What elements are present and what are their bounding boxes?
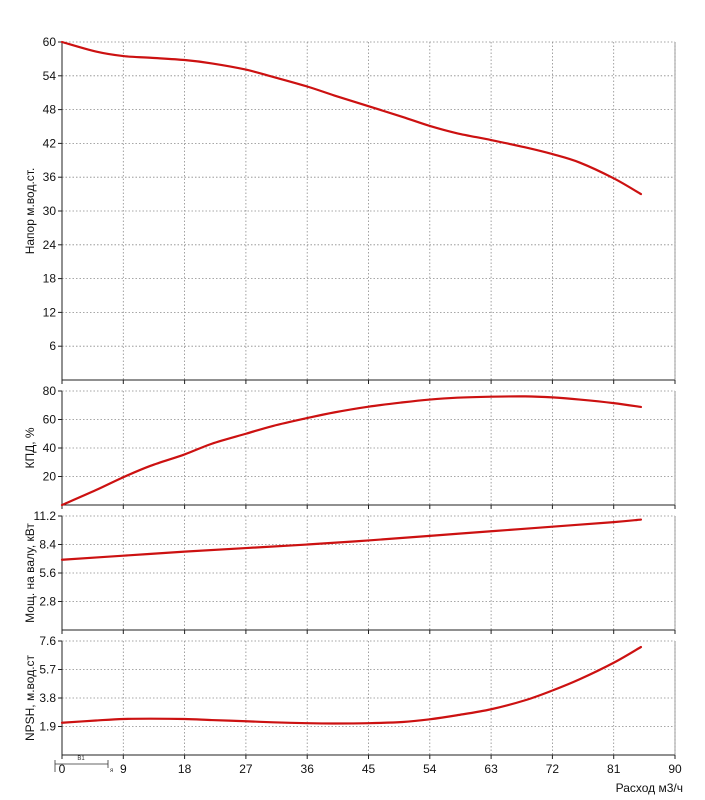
series-line-npsh bbox=[60, 645, 643, 725]
y-tick-label: 60 bbox=[43, 35, 57, 49]
x-tick-label: 90 bbox=[668, 762, 682, 776]
y-tick-label: 80 bbox=[43, 384, 57, 398]
panel-efficiency: 20 40 60 80 КПД, % bbox=[23, 384, 676, 509]
y-tick-label: 40 bbox=[43, 441, 57, 455]
x-tick-label: 45 bbox=[362, 762, 376, 776]
y-tick-label: 1.9 bbox=[39, 720, 56, 734]
y-tick-label: 18 bbox=[43, 272, 57, 286]
y-tick-label: 5.7 bbox=[39, 663, 56, 677]
x-tick-label: 0 bbox=[59, 762, 66, 776]
x-tick-label: 72 bbox=[546, 762, 560, 776]
legend-marker-label: B1 bbox=[77, 756, 85, 762]
y-tick-label: 42 bbox=[43, 136, 57, 150]
y-tick-label: 11.2 bbox=[34, 509, 57, 523]
series-line-head bbox=[60, 40, 643, 196]
y-tick-label: 3.8 bbox=[39, 691, 56, 705]
x-axis: Расход м3/ч 0 9 18 27 36 45 54 63 72 81 90 bbox=[59, 762, 683, 795]
y-axis-label-npsh: NPSH, м.вод.ст bbox=[23, 654, 37, 741]
y-tick-label: 12 bbox=[43, 305, 57, 319]
y-tick-label: 60 bbox=[43, 413, 57, 427]
x-tick-label: 18 bbox=[178, 762, 192, 776]
y-axis-label-efficiency: КПД, % bbox=[23, 427, 37, 468]
legend-marker: B1 я bbox=[54, 756, 113, 774]
x-tick-label: 9 bbox=[120, 762, 127, 776]
x-axis-label: Расход м3/ч bbox=[616, 781, 683, 795]
x-tick-label: 81 bbox=[607, 762, 621, 776]
y-tick-label: 24 bbox=[43, 238, 57, 252]
x-tick-label: 54 bbox=[423, 762, 437, 776]
legend-marker-sub: я bbox=[110, 768, 113, 774]
x-tick-label: 63 bbox=[484, 762, 498, 776]
y-tick-label: 8.4 bbox=[39, 538, 56, 552]
series-line-power bbox=[60, 518, 643, 561]
panel-head: 6 12 18 24 30 36 42 48 54 60 Напор м.вод.ст. bbox=[23, 35, 676, 384]
y-tick-label: 2.8 bbox=[39, 595, 56, 609]
y-tick-label: 6 bbox=[49, 339, 56, 353]
x-tick-label: 27 bbox=[239, 762, 253, 776]
y-axis-label-power: Мощ. на валу, кВт bbox=[23, 523, 37, 623]
y-tick-label: 30 bbox=[43, 204, 57, 218]
y-axis-label-head: Напор м.вод.ст. bbox=[23, 168, 37, 255]
y-tick-label: 20 bbox=[43, 470, 57, 484]
y-tick-label: 5.6 bbox=[39, 566, 56, 580]
y-tick-label: 36 bbox=[43, 170, 57, 184]
y-tick-label: 7.6 bbox=[39, 634, 56, 648]
x-tick-label: 36 bbox=[301, 762, 315, 776]
y-tick-label: 54 bbox=[43, 69, 57, 83]
y-tick-label: 48 bbox=[43, 103, 57, 117]
series-line-efficiency bbox=[60, 395, 643, 507]
